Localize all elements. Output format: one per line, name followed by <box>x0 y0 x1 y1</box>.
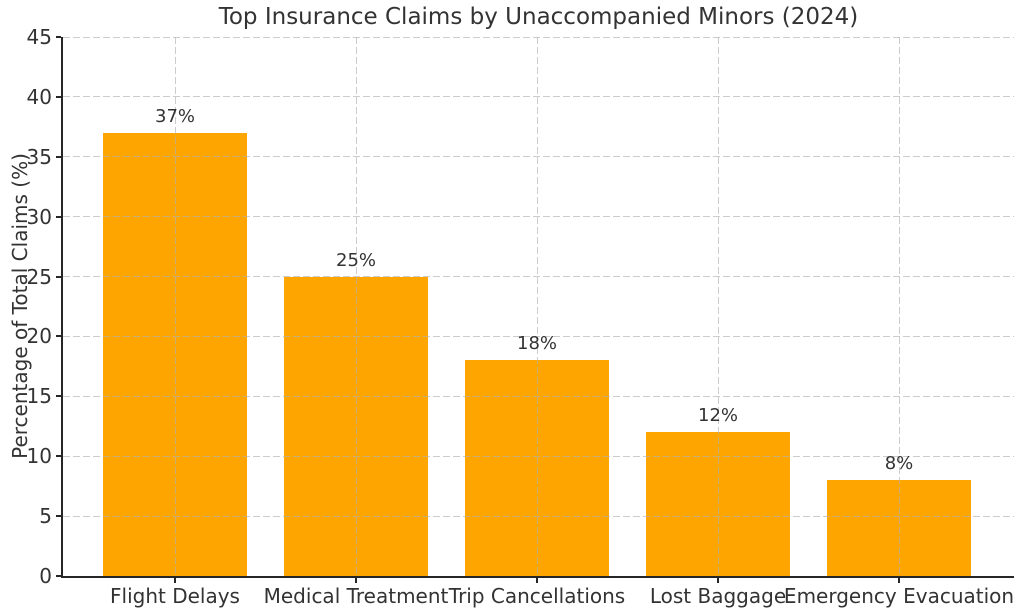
y-gridline <box>63 156 1014 158</box>
y-gridline <box>63 36 1014 38</box>
x-tick-label: Emergency Evacuation <box>783 584 1015 608</box>
y-gridline <box>63 335 1014 337</box>
y-tick <box>56 95 61 98</box>
y-gridline <box>63 455 1014 457</box>
y-gridline <box>63 395 1014 397</box>
bar-value-label: 8% <box>884 453 914 475</box>
y-tick-label: 40 <box>26 84 52 109</box>
x-tick-label: Trip Cancellations <box>448 584 626 608</box>
y-gridline <box>63 276 1014 278</box>
y-gridline <box>63 515 1014 517</box>
y-tick-label: 25 <box>26 264 52 289</box>
y-tick <box>56 275 61 278</box>
y-tick-label: 15 <box>26 384 52 409</box>
y-tick <box>56 215 61 218</box>
x-tick <box>355 578 357 583</box>
y-tick-label: 5 <box>39 504 52 529</box>
plot-area: 0 5 10 15 20 25 30 35 40 45 37% Flight Delays 25% Med… <box>27 27 1015 608</box>
bar-value-label: 37% <box>154 105 196 127</box>
x-tick <box>174 578 176 583</box>
y-axis-line <box>61 37 63 578</box>
x-gridline <box>536 37 538 576</box>
x-gridline <box>898 37 900 576</box>
x-tick-label: Lost Baggage <box>649 584 787 608</box>
x-tick <box>898 578 900 583</box>
bar-value-label: 25% <box>335 249 377 271</box>
y-gridline <box>63 216 1014 218</box>
chart-title: Top Insurance Claims by Unaccompanied Mi… <box>218 4 859 30</box>
y-tick-label: 0 <box>39 564 52 588</box>
y-tick <box>56 395 61 398</box>
x-gridline <box>717 37 719 576</box>
y-tick <box>56 335 61 338</box>
y-tick-label: 30 <box>26 204 52 229</box>
y-tick <box>56 155 61 158</box>
bar-value-label: 18% <box>516 333 558 355</box>
y-tick <box>56 36 61 38</box>
y-tick-label: 10 <box>26 444 52 469</box>
x-gridline <box>174 37 176 576</box>
y-tick-label: 20 <box>26 324 52 349</box>
x-tick <box>717 578 719 583</box>
y-tick-label: 35 <box>26 144 52 169</box>
x-tick <box>536 578 538 583</box>
x-tick-label: Flight Delays <box>110 584 240 608</box>
x-axis-line <box>61 576 1014 578</box>
x-tick-label: Medical Treatment <box>263 584 449 608</box>
x-gridline <box>355 37 357 576</box>
y-tick <box>56 515 61 518</box>
y-tick-label: 45 <box>26 25 52 49</box>
y-tick <box>56 455 61 458</box>
y-gridline <box>63 96 1014 98</box>
bar-value-label: 12% <box>697 405 739 427</box>
y-axis-title: Percentage of Total Claims (%) <box>8 153 32 459</box>
y-tick <box>56 575 61 577</box>
